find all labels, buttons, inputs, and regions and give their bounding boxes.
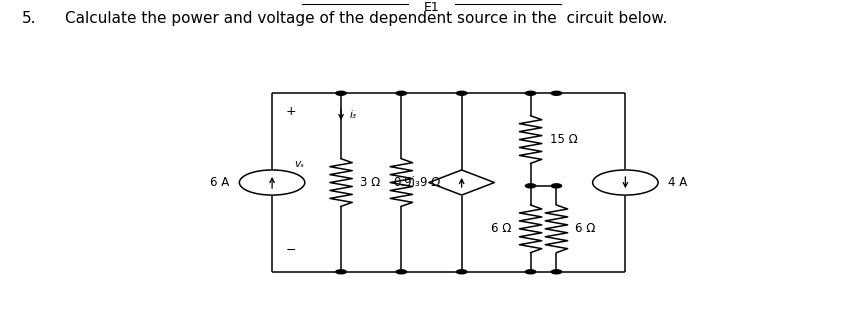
Circle shape <box>457 270 467 274</box>
Text: 9 Ω: 9 Ω <box>420 176 441 189</box>
Circle shape <box>457 91 467 95</box>
Text: 3 Ω: 3 Ω <box>360 176 381 189</box>
Circle shape <box>336 270 346 274</box>
Circle shape <box>336 91 346 95</box>
Circle shape <box>396 91 406 95</box>
Text: Calculate the power and voltage of the dependent source in the  circuit below.: Calculate the power and voltage of the d… <box>66 11 668 26</box>
Text: −: − <box>286 244 296 257</box>
Text: +: + <box>286 105 296 118</box>
Circle shape <box>526 270 536 274</box>
Text: 6 Ω: 6 Ω <box>491 222 512 235</box>
Text: 6 Ω: 6 Ω <box>576 222 595 235</box>
Circle shape <box>551 91 562 95</box>
Text: 0.9i₃: 0.9i₃ <box>394 176 420 189</box>
Text: vₛ: vₛ <box>294 159 305 169</box>
Text: 6 A: 6 A <box>210 176 229 189</box>
Text: 15 Ω: 15 Ω <box>550 133 577 146</box>
Text: 5.: 5. <box>22 11 37 26</box>
Circle shape <box>551 184 562 188</box>
Circle shape <box>526 184 536 188</box>
Circle shape <box>526 91 536 95</box>
Text: E1: E1 <box>424 1 439 14</box>
Text: i₃: i₃ <box>350 110 356 120</box>
Circle shape <box>396 270 406 274</box>
Circle shape <box>551 270 562 274</box>
Text: 4 A: 4 A <box>669 176 688 189</box>
